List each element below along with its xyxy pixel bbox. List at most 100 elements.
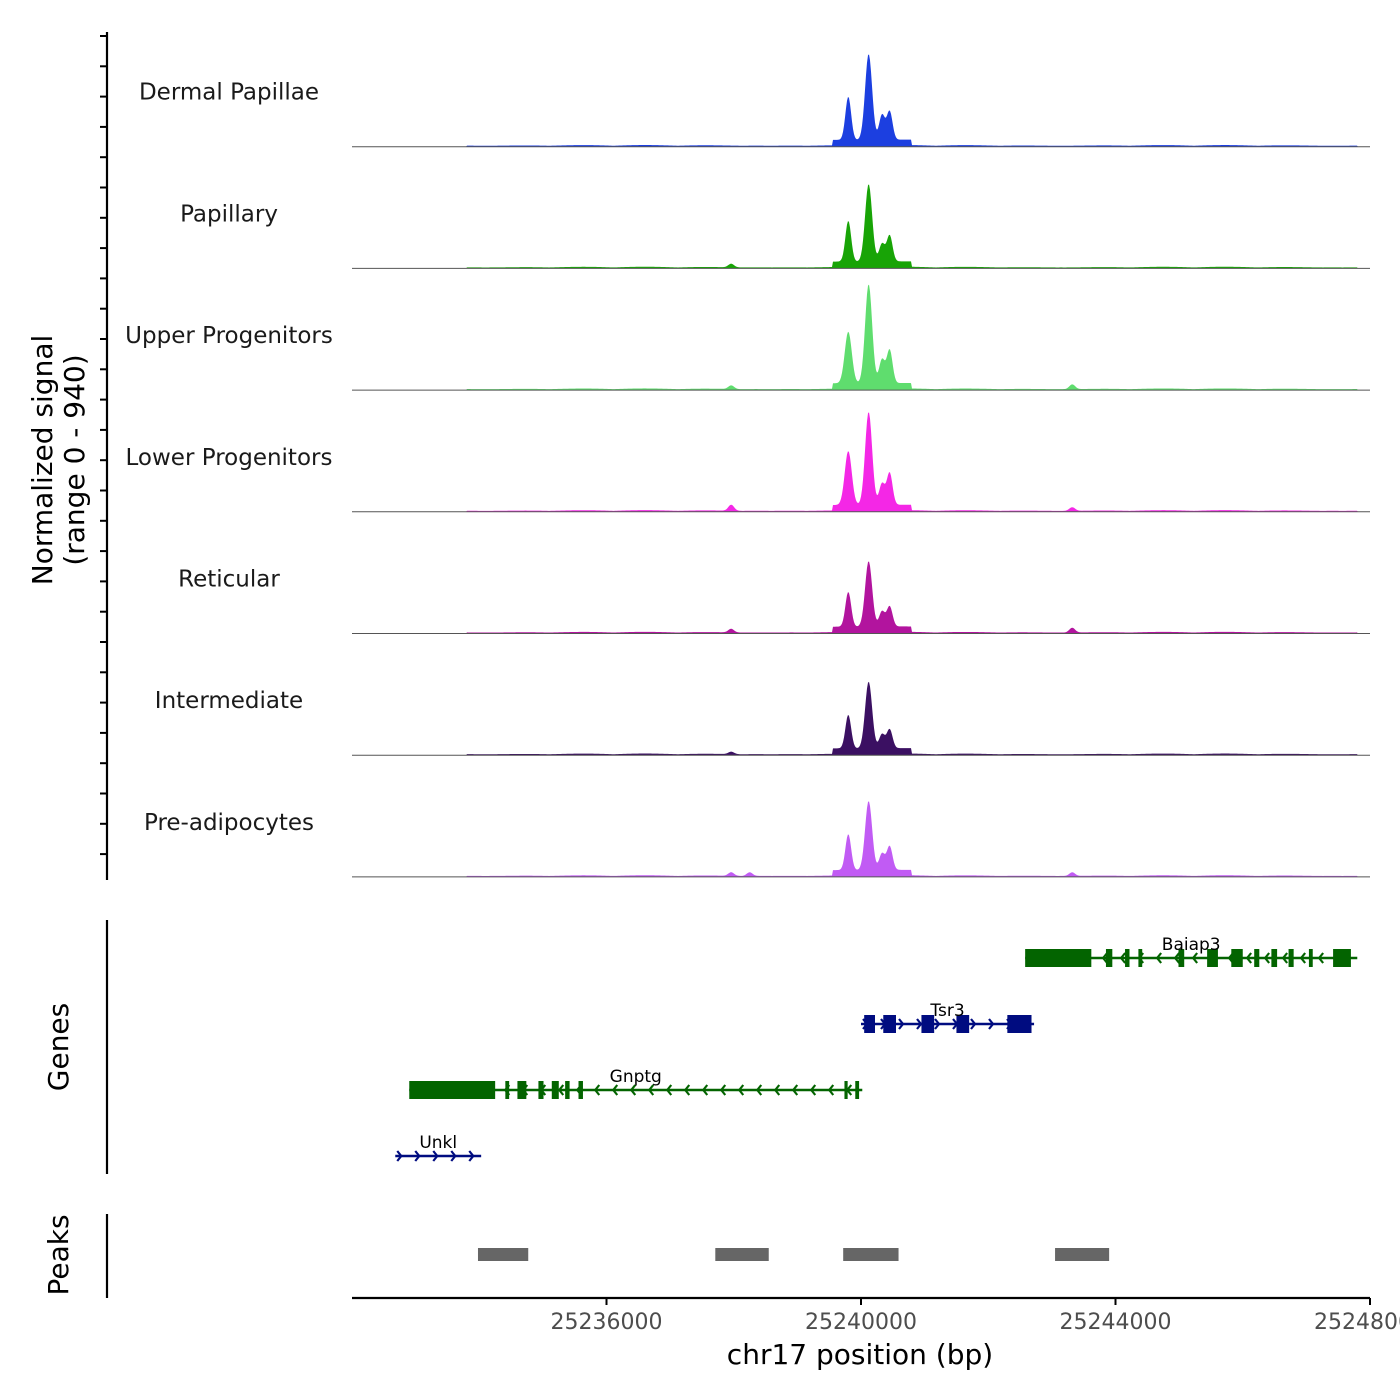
- exon: [505, 1081, 510, 1099]
- strand-arrow: [701, 1084, 709, 1096]
- x-axis-title: chr17 position (bp): [727, 1338, 993, 1371]
- strand-arrow: [988, 1018, 995, 1030]
- coverage-area: [352, 681, 1370, 756]
- strand-arrow: [414, 1150, 421, 1162]
- strand-arrow: [898, 1018, 905, 1030]
- track-label: Pre-adipocytes: [144, 810, 314, 836]
- coverage-area: [352, 284, 1370, 391]
- exon: [1333, 949, 1351, 967]
- peak-region: [843, 1248, 899, 1261]
- gene-label: Unkl: [419, 1133, 457, 1153]
- coverage-area: [352, 184, 1370, 269]
- y-axis-title-line2: (range 0 - 940): [58, 354, 91, 565]
- strand-arrow: [1317, 952, 1325, 964]
- strand-arrow: [432, 1150, 439, 1162]
- strand-arrow: [1281, 952, 1289, 964]
- exon: [921, 1015, 935, 1033]
- exon: [578, 1081, 583, 1099]
- exon: [1288, 949, 1294, 967]
- strand-arrow: [557, 1084, 565, 1096]
- x-tick-label: 25236000: [551, 1310, 663, 1335]
- strand-arrow: [791, 1084, 799, 1096]
- strand-arrow: [934, 1018, 941, 1030]
- strand-arrow: [450, 1150, 457, 1162]
- track-pre-adipocytes: Pre-adipocytes: [144, 801, 1370, 878]
- exon: [409, 1081, 496, 1099]
- exon: [1138, 949, 1143, 967]
- exon: [864, 1015, 875, 1033]
- exon: [538, 1081, 544, 1099]
- strand-arrow: [611, 1084, 619, 1096]
- exon: [1254, 949, 1260, 967]
- strand-arrow: [1173, 952, 1181, 964]
- exon: [1178, 949, 1185, 967]
- strand-arrow: [683, 1084, 691, 1096]
- x-axis-ticks: 25236000 25240000 25244000 25248000: [551, 1298, 1400, 1335]
- coverage-tracks: Dermal Papillae Papillary Upper Progenitor…: [125, 54, 1370, 878]
- exon: [1105, 949, 1113, 967]
- strand-arrow: [665, 1084, 673, 1096]
- coverage-area: [352, 801, 1370, 877]
- strand-arrow: [809, 1084, 817, 1096]
- coverage-area: [352, 412, 1370, 512]
- gene-annotation-panel: Baiap3 Tsr3 Gnptg Unkl: [395, 935, 1358, 1162]
- exon: [565, 1081, 570, 1099]
- peaks-panel: [477, 1248, 1110, 1261]
- strand-arrow: [773, 1084, 781, 1096]
- coverage-area: [352, 561, 1370, 634]
- strand-arrow: [1119, 952, 1127, 964]
- track-label: Papillary: [180, 201, 278, 227]
- exon: [551, 1081, 559, 1099]
- gene-label: Tsr3: [929, 1001, 964, 1021]
- exon: [1007, 1015, 1032, 1033]
- x-tick-label: 25244000: [1060, 1310, 1172, 1335]
- coverage-y-ticks: [100, 35, 107, 856]
- strand-arrow: [970, 1018, 977, 1030]
- track-label: Dermal Papillae: [139, 80, 319, 106]
- peaks-axis-title: Peaks: [42, 1214, 75, 1295]
- peak-region: [715, 1248, 769, 1261]
- gene-gnptg: Gnptg: [409, 1067, 863, 1099]
- strand-arrow: [1263, 952, 1271, 964]
- strand-arrow: [755, 1084, 763, 1096]
- strand-arrow: [1245, 952, 1253, 964]
- strand-arrow: [468, 1150, 475, 1162]
- strand-arrow: [1155, 952, 1163, 964]
- genes-axis-title: Genes: [42, 1003, 75, 1091]
- gene-tsr3: Tsr3: [861, 1001, 1035, 1033]
- track-reticular: Reticular: [178, 561, 1370, 634]
- track-upper-progenitors: Upper Progenitors: [125, 284, 1370, 391]
- peak-region: [477, 1248, 529, 1261]
- strand-arrow: [629, 1084, 637, 1096]
- exon: [517, 1081, 527, 1099]
- track-label: Reticular: [178, 567, 280, 593]
- x-tick-label: 25248000: [1314, 1310, 1400, 1335]
- exon: [1025, 949, 1092, 967]
- strand-arrow: [1101, 952, 1109, 964]
- strand-arrow: [916, 1018, 923, 1030]
- track-label: Intermediate: [155, 688, 303, 714]
- gene-label: Gnptg: [610, 1067, 662, 1087]
- track-intermediate: Intermediate: [155, 681, 1370, 756]
- strand-arrow: [827, 1084, 835, 1096]
- exon: [1207, 949, 1218, 967]
- track-label: Lower Progenitors: [126, 445, 333, 471]
- gene-baiap3: Baiap3: [1025, 935, 1358, 967]
- strand-arrow: [396, 1150, 403, 1162]
- y-axis-title-line1: Normalized signal: [26, 335, 59, 586]
- strand-arrow: [719, 1084, 727, 1096]
- track-lower-progenitors: Lower Progenitors: [126, 412, 1370, 513]
- strand-arrow: [737, 1084, 745, 1096]
- exon: [1308, 949, 1313, 967]
- gene-label: Baiap3: [1162, 935, 1221, 955]
- x-tick-label: 25240000: [805, 1310, 917, 1335]
- track-papillary: Papillary: [180, 184, 1370, 269]
- strand-arrow: [1299, 952, 1307, 964]
- exon: [1271, 949, 1278, 967]
- exon: [956, 1015, 970, 1033]
- gene-unkl: Unkl: [395, 1133, 482, 1162]
- strand-arrow: [593, 1084, 601, 1096]
- track-label: Upper Progenitors: [125, 323, 333, 349]
- exon: [1231, 949, 1243, 967]
